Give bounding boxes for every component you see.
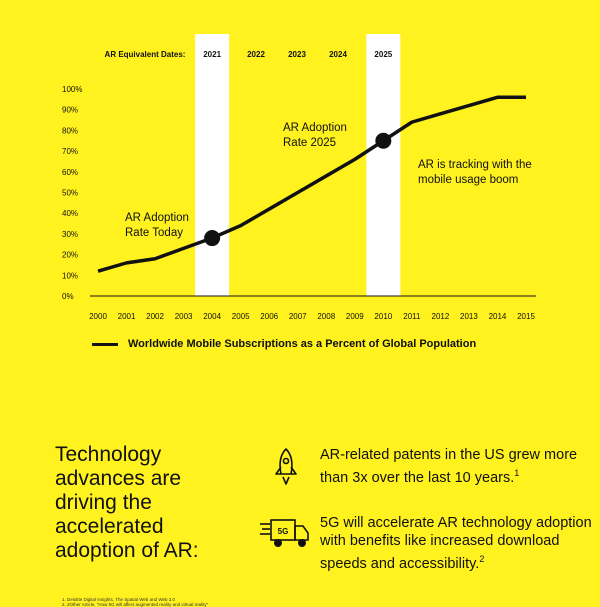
x-tick-label: 2005: [232, 312, 250, 321]
x-tick-label: 2013: [460, 312, 478, 321]
y-tick-label: 80%: [62, 126, 78, 135]
ar-date-2025: 2025: [374, 50, 392, 59]
x-tick-label: 2002: [146, 312, 164, 321]
rocket-icon: [258, 446, 314, 490]
ar-date-2023: 2023: [288, 50, 306, 59]
ar-dates-label: AR Equivalent Dates:: [105, 50, 186, 59]
x-tick-label: 2006: [260, 312, 278, 321]
marker-2010: [375, 133, 391, 149]
x-tick-label: 2001: [118, 312, 136, 321]
annotation-text: AR is tracking with the: [418, 159, 532, 171]
marker-2004: [204, 230, 220, 246]
x-tick-label: 2008: [317, 312, 335, 321]
footnote-2: 2. 2Other Article, "How 5G will affect a…: [62, 602, 208, 607]
fact-5g: 5G 5G will accelerate AR technology adop…: [258, 514, 595, 573]
x-tick-label: 2003: [175, 312, 193, 321]
chart-legend: Worldwide Mobile Subscriptions as a Perc…: [92, 338, 476, 350]
fact-patents-text: AR-related patents in the US grew more t…: [320, 447, 577, 486]
y-tick-label: 30%: [62, 230, 78, 239]
5g-truck-icon: 5G: [258, 514, 314, 558]
headline-text: Technology advances are driving the acce…: [55, 443, 235, 563]
footnote-ref-1: 1: [514, 468, 519, 478]
x-tick-label: 2012: [432, 312, 450, 321]
marker-label-2004: Rate Today: [125, 227, 183, 239]
y-tick-label: 60%: [62, 168, 78, 177]
y-tick-label: 70%: [62, 147, 78, 156]
5g-icon-label: 5G: [278, 527, 289, 536]
y-tick-label: 20%: [62, 251, 78, 260]
legend-line-swatch: [92, 343, 118, 346]
x-tick-label: 2010: [374, 312, 392, 321]
x-tick-label: 2011: [403, 312, 421, 321]
x-tick-label: 2015: [517, 312, 535, 321]
fact-patents: AR-related patents in the US grew more t…: [258, 446, 595, 490]
annotation-text: mobile usage boom: [418, 174, 518, 186]
x-tick-label: 2004: [203, 312, 221, 321]
y-tick-label: 90%: [62, 106, 78, 115]
highlight-band-2025: [366, 34, 400, 296]
x-tick-label: 2000: [89, 312, 107, 321]
adoption-chart: AR Equivalent Dates: 2021 2022 2023 2024 2025…: [0, 0, 600, 330]
y-tick-label: 10%: [62, 271, 78, 280]
footnote-ref-2: 2: [479, 554, 484, 564]
marker-label-2010: Rate 2025: [283, 137, 336, 149]
y-tick-label: 40%: [62, 209, 78, 218]
ar-date-2021: 2021: [203, 50, 221, 59]
fact-5g-text: 5G will accelerate AR technology adoptio…: [320, 515, 592, 572]
ar-date-2022: 2022: [247, 50, 265, 59]
y-tick-label: 50%: [62, 189, 78, 198]
marker-label-2004: AR Adoption: [125, 212, 189, 224]
x-tick-label: 2014: [489, 312, 507, 321]
y-tick-label: 100%: [62, 85, 82, 94]
marker-label-2010: AR Adoption: [283, 122, 347, 134]
legend-label: Worldwide Mobile Subscriptions as a Perc…: [128, 338, 476, 350]
highlight-band-2021: [195, 34, 229, 296]
ar-date-2024: 2024: [329, 50, 347, 59]
y-tick-label: 0%: [62, 292, 74, 301]
x-tick-label: 2007: [289, 312, 307, 321]
x-tick-label: 2009: [346, 312, 364, 321]
